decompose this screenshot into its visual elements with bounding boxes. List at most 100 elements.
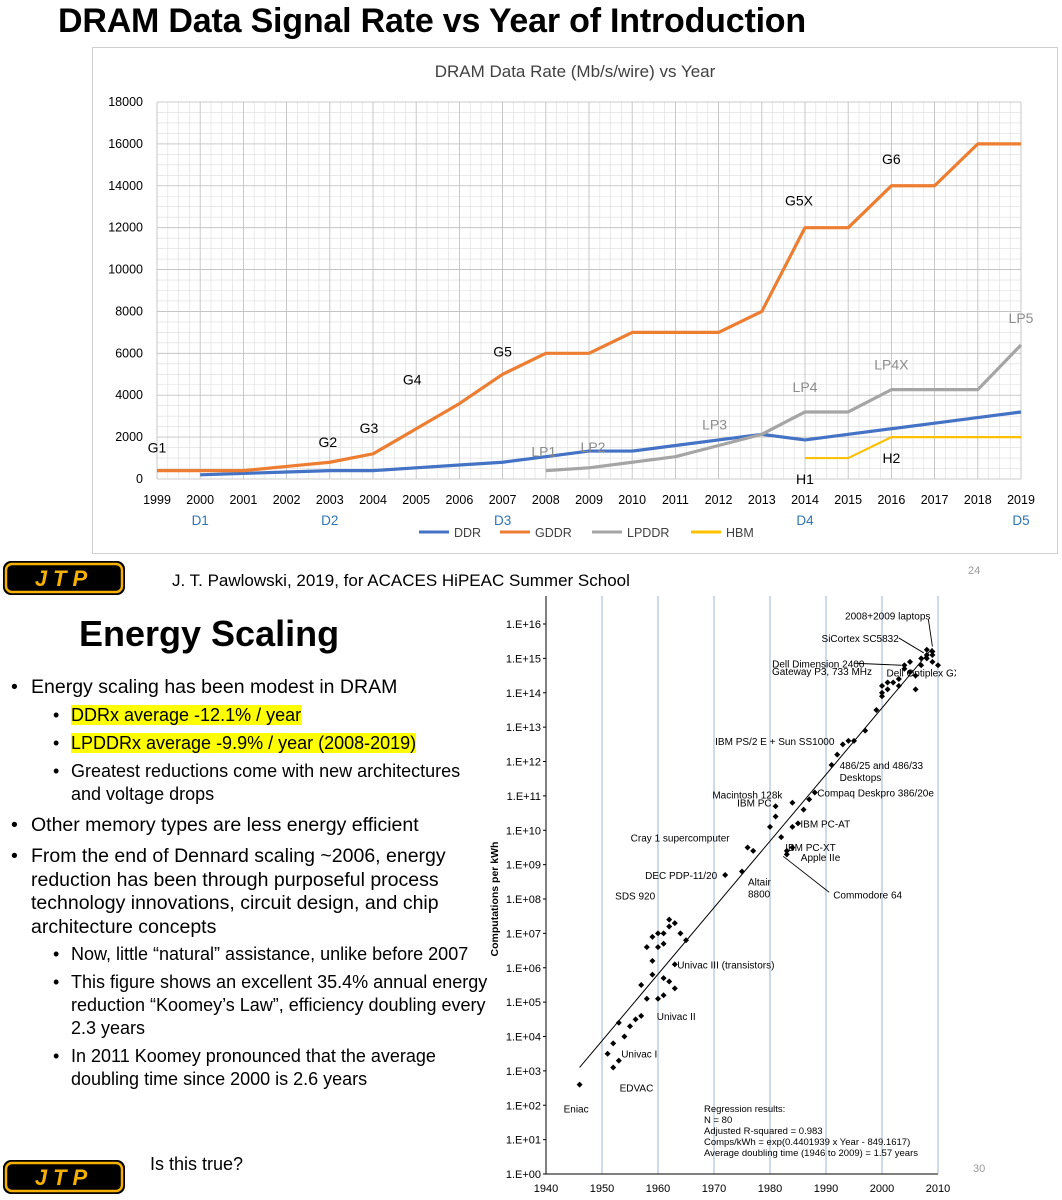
regression-text: N = 80 [704, 1115, 732, 1126]
x-tick-label: 2005 [402, 493, 430, 507]
data-point [845, 737, 852, 744]
sub-bullet-item: LPDDRx average -9.9% / year (2008-2019) [31, 732, 492, 755]
data-point [615, 1019, 622, 1026]
point-label: Commodore 64 [833, 890, 902, 901]
leader-line [782, 855, 830, 893]
y-tick-label: 10000 [108, 263, 143, 277]
bullet-item: From the end of Dennard scaling ~2006, e… [7, 845, 492, 1091]
data-point [907, 669, 913, 676]
y-tick-label: 1.E+03 [506, 1066, 541, 1078]
svg-text:JTP: JTP [35, 566, 93, 591]
data-point [772, 813, 779, 820]
data-point [660, 940, 667, 947]
y-tick-label: 1.E+14 [506, 688, 541, 700]
data-point [923, 651, 930, 658]
point-label: 2008+2009 laptops [845, 612, 930, 623]
x-tick-label: 2009 [575, 493, 603, 507]
data-label: G1 [148, 440, 167, 456]
point-label: DEC PDP-11/20 [645, 871, 718, 882]
jtp-logo: JTP [3, 1160, 125, 1194]
y-tick-label: 18000 [108, 95, 143, 109]
data-label: G3 [360, 420, 379, 436]
data-label: LP4X [874, 357, 909, 373]
page-number: 24 [968, 565, 981, 577]
x-tick-label: 2010 [618, 493, 646, 507]
y-tick-label: 1.E+13 [506, 722, 541, 734]
leader-line [854, 662, 902, 666]
data-point [783, 851, 790, 858]
data-point [778, 834, 785, 841]
generation-marker: D1 [192, 513, 209, 528]
data-point [879, 693, 885, 700]
slide-title: DRAM Data Signal Rate vs Year of Introdu… [58, 2, 806, 40]
point-label: IBM PC-XT [785, 843, 836, 854]
point-label: Cray 1 supercomputer [631, 833, 731, 844]
point-label: Macintosh 128k [712, 790, 783, 801]
bullet-list: Energy scaling has been modest in DRAM DD… [7, 676, 492, 1099]
sub-bullet-text: Greatest reductions come with new archit… [71, 760, 461, 804]
y-tick-label: 1.E+09 [506, 860, 541, 872]
data-point [772, 803, 779, 810]
data-point [615, 1057, 622, 1064]
data-point [800, 806, 807, 813]
data-point [873, 706, 880, 713]
data-point [795, 820, 801, 827]
series-line-hbm [805, 436, 1021, 460]
slide-credit: J. T. Pawlowski, 2019, for ACACES HiPEAC… [172, 571, 630, 590]
data-point [918, 662, 925, 669]
y-tick-label: 0 [136, 472, 143, 486]
legend-label: HBM [726, 526, 754, 540]
data-point [851, 737, 857, 744]
data-label: G5 [493, 343, 512, 359]
page-number: 30 [973, 1163, 986, 1175]
x-tick-label: 1940 [534, 1183, 558, 1195]
data-point [923, 655, 930, 662]
data-point [666, 916, 673, 923]
data-point [789, 844, 796, 851]
sub-bullet-item: This figure shows an excellent 35.4% ann… [31, 971, 492, 1040]
closing-question: Is this true? [150, 1154, 244, 1174]
x-tick-label: 2016 [877, 493, 905, 507]
point-label: Altair 8800 [748, 878, 771, 901]
point-label: IBM PC [737, 799, 771, 810]
point-label: IBM PC-AT [800, 819, 850, 830]
x-tick-label: 1990 [814, 1183, 838, 1195]
sub-bullet-item: DDRx average -12.1% / year [31, 704, 492, 727]
data-point [912, 672, 919, 679]
x-tick-label: 2000 [870, 1183, 894, 1195]
data-point [610, 1064, 617, 1071]
x-tick-label: 2018 [964, 493, 992, 507]
point-label: 486/25 and 486/33 Desktops [840, 761, 924, 784]
bullet-text: From the end of Dennard scaling ~2006, e… [31, 845, 446, 938]
y-tick-label: 1.E+00 [506, 1169, 541, 1181]
y-tick-label: 12000 [108, 221, 143, 235]
x-tick-label: 1970 [702, 1183, 726, 1195]
data-point [890, 679, 897, 686]
regression-text: Adjusted R-squared = 0.983 [704, 1126, 823, 1137]
y-tick-label: 6000 [115, 346, 143, 360]
y-tick-label: 2000 [115, 430, 143, 444]
data-point [649, 933, 656, 940]
data-point [750, 847, 757, 854]
data-point [604, 1050, 611, 1057]
point-label: SiCortex SC5832 [822, 634, 900, 645]
data-point [929, 658, 936, 665]
sub-bullet-text: Now, little “natural” assistance, unlike… [71, 944, 469, 964]
point-label: EDVAC [620, 1083, 654, 1094]
data-label: H2 [882, 450, 900, 466]
svg-text:JTP: JTP [35, 1165, 93, 1190]
x-tick-label: 1980 [758, 1183, 782, 1195]
data-point [671, 985, 678, 992]
sub-bullet-text: DDRx average -12.1% / year [71, 704, 302, 725]
generation-marker: D3 [494, 513, 511, 528]
y-tick-label: 1.E+11 [507, 791, 541, 803]
data-point [610, 1040, 617, 1047]
y-axis-title: Computations per kWh [489, 842, 501, 957]
data-point [879, 682, 885, 689]
y-tick-label: 1.E+16 [506, 619, 541, 631]
sub-bullet-item: In 2011 Koomey pronounced that the avera… [31, 1045, 492, 1091]
chart-title: DRAM Data Rate (Mb/s/wire) vs Year [435, 62, 716, 81]
data-label: G2 [318, 434, 337, 450]
x-tick-label: 2019 [1007, 493, 1035, 507]
bullet-item: Other memory types are less energy effic… [7, 814, 492, 838]
